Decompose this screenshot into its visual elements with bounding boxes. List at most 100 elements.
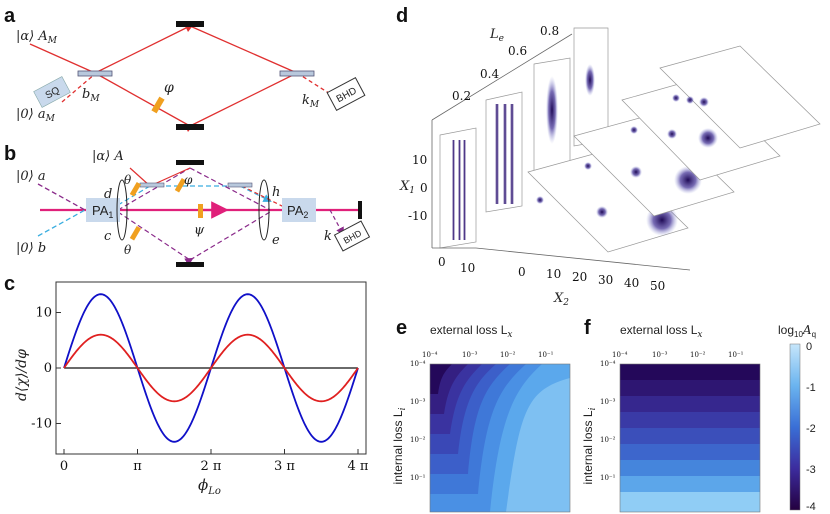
x1-tick-3: -10 — [408, 209, 427, 223]
input-alpha-label: |α⟩ A — [92, 149, 124, 164]
x2-tick-r6: 50 — [650, 279, 665, 293]
phase-plate — [151, 96, 165, 114]
chart-c-xtick-label: 2 π — [201, 459, 222, 474]
heatmap-f-title: external loss Lx — [620, 323, 702, 340]
e-xtick-2: 10⁻³ — [462, 351, 478, 359]
bs-b-right — [227, 182, 253, 188]
path-top-right-purple — [189, 167, 271, 211]
e-xtick-1: 10⁻⁴ — [422, 351, 438, 359]
plane-right-4 — [659, 45, 821, 149]
chart-c-xtick-label: π — [133, 459, 142, 474]
heatmap-f-ylabel: internal loss Li — [581, 407, 598, 484]
mode-e-label: e — [272, 233, 280, 248]
f-ytick-1: 10⁻⁴ — [600, 360, 616, 368]
colorbar-gradient — [789, 343, 801, 511]
x1-tick-1: 10 — [412, 153, 427, 167]
input-a-beam — [37, 183, 86, 211]
le-tick-3: 0.6 — [508, 44, 527, 58]
f-xtick-4: 10⁻¹ — [728, 351, 744, 359]
le-tick-4: 0.8 — [540, 24, 559, 38]
plane-right-1 — [527, 149, 689, 253]
x2-tick-r5: 40 — [624, 276, 639, 290]
x2-tick-r1: 0 — [518, 265, 526, 279]
input-bottom-label: |0⟩ aM — [16, 107, 56, 124]
f-ytick-2: 10⁻³ — [600, 398, 616, 406]
bs-b-left — [139, 182, 165, 188]
f-ytick-3: 10⁻² — [600, 436, 616, 444]
x2-tick-r2: 10 — [546, 267, 561, 281]
chart-c-ylabel: d⟨χ⟩/dφ — [14, 349, 30, 401]
theta-top-label: θ — [124, 173, 132, 187]
phi-plate — [174, 177, 187, 193]
e-xtick-4: 10⁻¹ — [538, 351, 554, 359]
chart-c-xtick-label: 0 — [60, 459, 68, 474]
lens-right — [258, 179, 270, 241]
panel-label-e: e — [396, 317, 407, 339]
squeezer-box: SQ — [33, 76, 71, 108]
heatmap-e-ylabel: internal loss Li — [391, 407, 408, 484]
chart-c-ytick-label: 10 — [35, 306, 52, 321]
heatmap-f — [619, 363, 761, 513]
psi-label: ψ — [194, 223, 205, 238]
colorbar: log10Aq 0 -1 -2 -3 -4 — [778, 323, 816, 513]
le-tick-1: 0.2 — [452, 89, 471, 103]
panel-label-a: a — [4, 5, 16, 27]
mode-b-label: bM — [82, 87, 100, 104]
le-axis — [431, 33, 573, 121]
beam-splitter-right — [279, 70, 315, 77]
f-xtick-2: 10⁻³ — [652, 351, 668, 359]
e-xtick-3: 10⁻² — [500, 351, 516, 359]
lens-left — [116, 179, 128, 241]
panel-f: f external loss Lx 10⁻⁴ 10⁻³ 10⁻² 10⁻¹ 1… — [581, 317, 761, 513]
beam-splitter-left — [77, 70, 113, 77]
beam-lower-right — [183, 72, 298, 133]
mode-d-label: d — [104, 187, 112, 202]
panel-label-d: d — [396, 5, 408, 27]
panel-label-b: b — [4, 143, 16, 165]
x2-axis-right — [475, 247, 691, 271]
le-axis-label: Le — [489, 27, 504, 44]
e-ytick-2: 10⁻³ — [410, 398, 426, 406]
x2-tick-r3: 20 — [572, 270, 587, 284]
f-xtick-1: 10⁻⁴ — [612, 351, 628, 359]
phi-label: φ — [184, 173, 193, 187]
plane-left-3 — [533, 57, 571, 179]
x2-tick-l2: 10 — [460, 261, 475, 275]
psi-plate — [198, 204, 203, 218]
chart-c-xlabel: ϕLo — [198, 476, 221, 497]
colorbar-tick-2: -2 — [806, 423, 816, 435]
bhd-box: BHD — [326, 76, 366, 112]
mode-k-label: kM — [302, 93, 320, 110]
path-d-purple — [117, 167, 191, 211]
plane-left-4 — [573, 27, 609, 147]
bhd-b-box: BHD — [333, 220, 371, 252]
theta-bottom-label: θ — [124, 243, 132, 257]
x1-axis-label: X1 — [399, 179, 415, 196]
mirror-top — [176, 21, 204, 27]
chart-c-ytick-label: 0 — [44, 361, 52, 376]
x2-axis-label: X2 — [553, 291, 569, 308]
input-b-label: |0⟩ b — [16, 241, 46, 256]
chart-c-xtick-label: 3 π — [274, 459, 295, 474]
panel-label-c: c — [4, 273, 15, 295]
panel-d: d Le 0.2 0.4 0.6 0.8 — [396, 5, 821, 308]
pa1-box — [86, 198, 120, 222]
colorbar-label: log10Aq — [778, 323, 816, 339]
chart-c-series-red — [63, 333, 359, 403]
pa2-label: PA2 — [287, 203, 308, 220]
x1-tick-2: 0 — [420, 181, 428, 195]
colorbar-tick-1: -1 — [806, 382, 816, 394]
panel-b: b PA1 PA2 — [4, 143, 371, 267]
beam-upper-left — [94, 23, 195, 74]
panel-c: c 0 π 2 π 3 π 4 π 10 0 -10 ϕLo d⟨χ⟩/dφ — [4, 273, 369, 497]
theta-plate-bottom — [129, 225, 142, 241]
input-top-label: |α⟩ AM — [16, 29, 58, 46]
panel-a: a SQ φ BHD |α⟩ AM |0⟩ aM bM kM — [4, 5, 366, 133]
heatmap-e-title: external loss Lx — [430, 323, 512, 340]
colorbar-tick-3: -3 — [806, 464, 816, 476]
mirror-b-bottom — [176, 262, 204, 267]
mode-h-label: h — [272, 185, 280, 200]
mode-c-label: c — [104, 229, 112, 244]
panel-label-f: f — [584, 317, 591, 339]
